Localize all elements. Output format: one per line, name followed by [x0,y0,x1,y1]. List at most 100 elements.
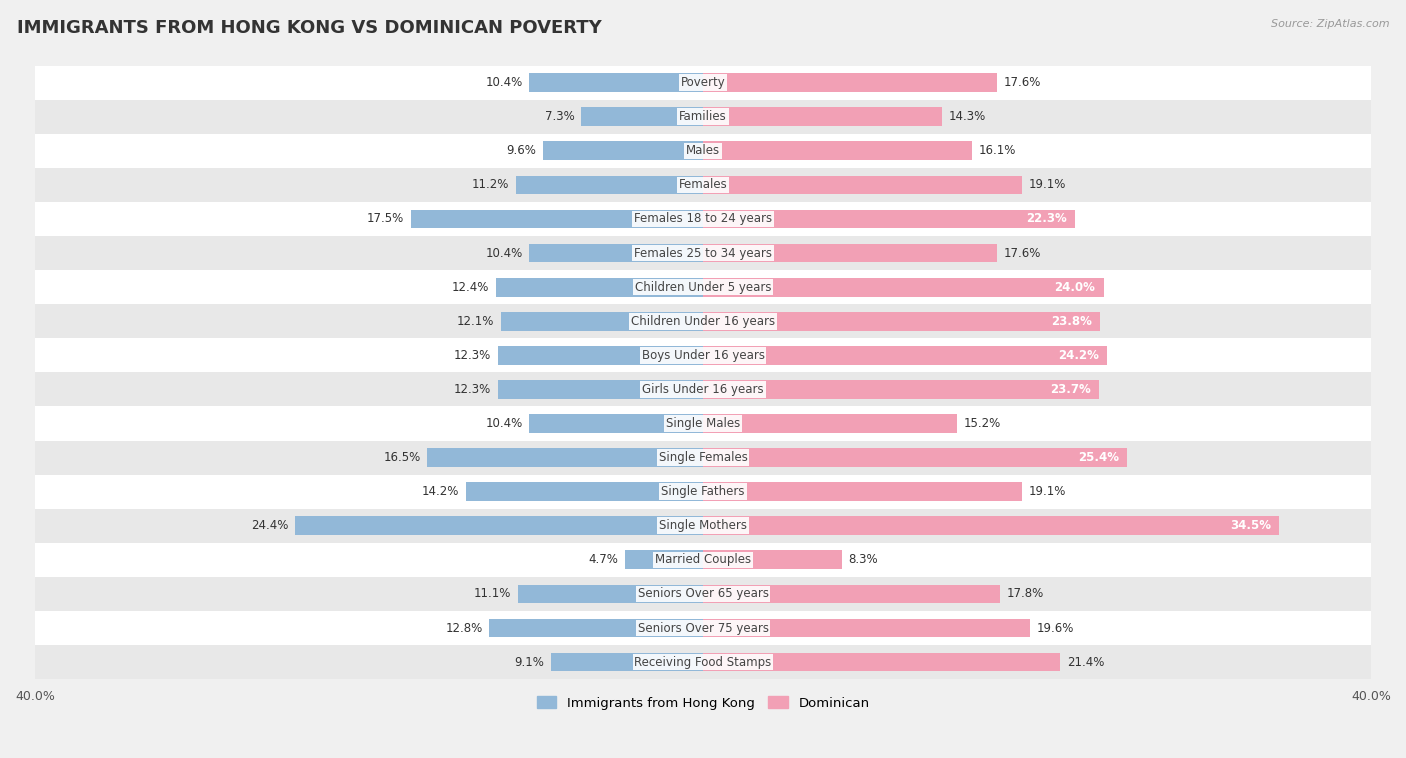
Bar [703,243,997,262]
Text: Seniors Over 65 years: Seniors Over 65 years [637,587,769,600]
Bar [703,414,957,433]
Text: 7.3%: 7.3% [544,110,575,124]
Bar [35,168,1371,202]
Bar [501,312,703,330]
Text: Married Couples: Married Couples [655,553,751,566]
Text: 10.4%: 10.4% [485,246,523,259]
Bar [35,543,1371,577]
Bar [411,210,703,228]
Bar [551,653,703,672]
Bar [703,550,842,569]
Bar [624,550,703,569]
Text: 19.1%: 19.1% [1029,485,1066,498]
Text: Source: ZipAtlas.com: Source: ZipAtlas.com [1271,19,1389,29]
Bar [703,346,1107,365]
Text: 19.6%: 19.6% [1038,622,1074,634]
Bar [35,645,1371,679]
Bar [35,372,1371,406]
Text: 12.8%: 12.8% [446,622,482,634]
Text: Seniors Over 75 years: Seniors Over 75 years [637,622,769,634]
Text: 22.3%: 22.3% [1026,212,1067,225]
Bar [35,133,1371,168]
Text: 9.6%: 9.6% [506,144,536,158]
Text: Females 25 to 34 years: Females 25 to 34 years [634,246,772,259]
Bar [295,516,703,535]
Bar [35,202,1371,236]
Bar [703,74,997,92]
Text: Receiving Food Stamps: Receiving Food Stamps [634,656,772,669]
Text: 12.4%: 12.4% [451,280,489,293]
Text: IMMIGRANTS FROM HONG KONG VS DOMINICAN POVERTY: IMMIGRANTS FROM HONG KONG VS DOMINICAN P… [17,19,602,37]
Text: 8.3%: 8.3% [848,553,877,566]
Bar [703,176,1022,194]
Text: 24.0%: 24.0% [1054,280,1095,293]
Bar [703,210,1076,228]
Bar [35,440,1371,475]
Text: 19.1%: 19.1% [1029,178,1066,191]
Text: 10.4%: 10.4% [485,76,523,89]
Bar [35,475,1371,509]
Bar [529,414,703,433]
Text: Children Under 5 years: Children Under 5 years [634,280,772,293]
Bar [703,312,1101,330]
Bar [35,66,1371,100]
Text: 14.2%: 14.2% [422,485,460,498]
Bar [465,482,703,501]
Bar [35,611,1371,645]
Text: 15.2%: 15.2% [963,417,1001,430]
Text: Girls Under 16 years: Girls Under 16 years [643,383,763,396]
Text: 17.6%: 17.6% [1004,246,1040,259]
Text: Single Females: Single Females [658,451,748,464]
Bar [703,516,1279,535]
Text: 16.5%: 16.5% [384,451,420,464]
Bar [516,176,703,194]
Text: Females 18 to 24 years: Females 18 to 24 years [634,212,772,225]
Text: 23.7%: 23.7% [1050,383,1091,396]
Text: 24.4%: 24.4% [252,519,288,532]
Text: Families: Families [679,110,727,124]
Text: Poverty: Poverty [681,76,725,89]
Bar [703,380,1099,399]
Text: Single Males: Single Males [666,417,740,430]
Text: Children Under 16 years: Children Under 16 years [631,315,775,327]
Text: 11.1%: 11.1% [474,587,510,600]
Bar [543,142,703,160]
Bar [35,100,1371,133]
Text: 17.6%: 17.6% [1004,76,1040,89]
Text: Boys Under 16 years: Boys Under 16 years [641,349,765,362]
Bar [703,653,1060,672]
Bar [35,338,1371,372]
Legend: Immigrants from Hong Kong, Dominican: Immigrants from Hong Kong, Dominican [531,691,875,715]
Bar [35,270,1371,304]
Bar [703,277,1104,296]
Text: 17.5%: 17.5% [367,212,404,225]
Bar [498,380,703,399]
Text: 24.2%: 24.2% [1057,349,1099,362]
Text: 16.1%: 16.1% [979,144,1017,158]
Text: 17.8%: 17.8% [1007,587,1045,600]
Text: 23.8%: 23.8% [1052,315,1092,327]
Text: Males: Males [686,144,720,158]
Bar [703,448,1128,467]
Text: 21.4%: 21.4% [1067,656,1105,669]
Text: 9.1%: 9.1% [515,656,544,669]
Bar [703,584,1000,603]
Text: 4.7%: 4.7% [588,553,617,566]
Bar [529,243,703,262]
Text: 12.3%: 12.3% [454,349,491,362]
Bar [427,448,703,467]
Bar [703,108,942,126]
Text: 10.4%: 10.4% [485,417,523,430]
Bar [489,619,703,637]
Text: Single Fathers: Single Fathers [661,485,745,498]
Bar [703,142,972,160]
Bar [529,74,703,92]
Text: 12.3%: 12.3% [454,383,491,396]
Bar [35,304,1371,338]
Bar [703,482,1022,501]
Bar [498,346,703,365]
Bar [35,406,1371,440]
Text: 12.1%: 12.1% [457,315,495,327]
Text: 14.3%: 14.3% [949,110,986,124]
Text: 34.5%: 34.5% [1230,519,1271,532]
